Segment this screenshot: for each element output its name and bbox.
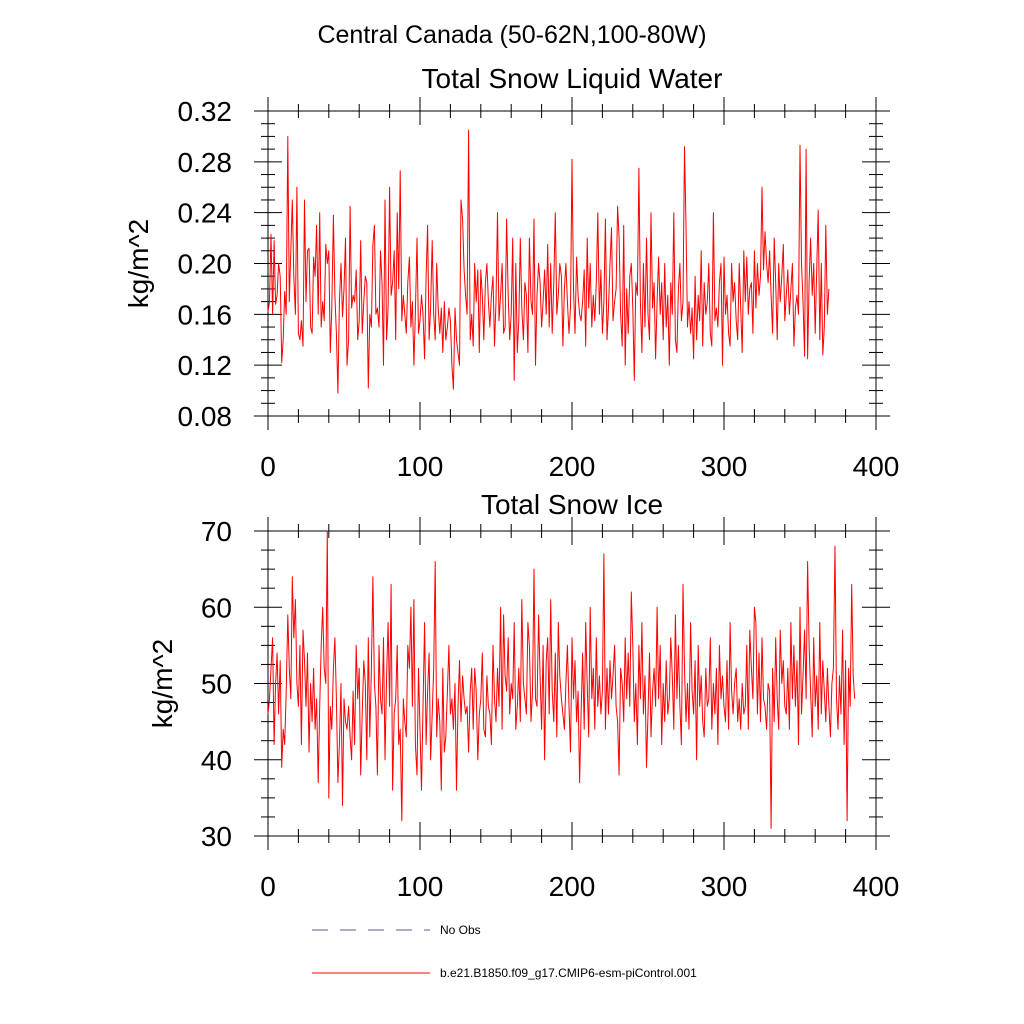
chart-title: Total Snow Liquid Water xyxy=(422,63,723,94)
x-tick-label: 100 xyxy=(397,451,444,482)
y-tick-label: 30 xyxy=(201,821,232,852)
x-tick-label: 100 xyxy=(397,871,444,902)
y-tick-label: 0.08 xyxy=(178,401,233,432)
legend-obs-label: No Obs xyxy=(440,923,481,937)
y-tick-label: 0.32 xyxy=(178,96,233,127)
x-tick-label: 400 xyxy=(853,871,900,902)
x-tick-label: 300 xyxy=(701,451,748,482)
x-tick-label: 0 xyxy=(260,871,276,902)
x-tick-label: 400 xyxy=(853,451,900,482)
y-tick-label: 0.24 xyxy=(178,198,233,229)
y-tick-label: 70 xyxy=(201,516,232,547)
series-line-model xyxy=(267,530,856,829)
series-line-model xyxy=(267,129,830,394)
x-tick-label: 300 xyxy=(701,871,748,902)
panel-snow-ice: Total Snow Ice 30 40 50 60 70 0 100 200 300 400 kg/… xyxy=(147,489,899,902)
legend: No Obs b.e21.B1850.f09_g17.CMIP6-esm-piC… xyxy=(312,923,697,980)
legend-model-label: b.e21.B1850.f09_g17.CMIP6-esm-piControl.… xyxy=(440,966,697,980)
y-axis-label: kg/m^2 xyxy=(123,219,154,308)
x-tick-label: 200 xyxy=(549,451,596,482)
x-tick-label: 0 xyxy=(260,451,276,482)
y-tick-label: 0.16 xyxy=(178,299,233,330)
y-tick-label: 0.12 xyxy=(178,350,233,381)
chart-title: Total Snow Ice xyxy=(481,489,663,520)
y-tick-label: 40 xyxy=(201,745,232,776)
y-tick-label: 0.28 xyxy=(178,147,233,178)
plot-frame xyxy=(267,110,877,417)
y-tick-label: 50 xyxy=(201,669,232,700)
y-axis-label: kg/m^2 xyxy=(147,639,178,728)
panel-snow-liquid-water: Total Snow Liquid Water 0.08 0.12 0.16 0.20 0… xyxy=(123,63,899,482)
y-tick-label: 0.20 xyxy=(178,249,233,280)
y-tick-label: 60 xyxy=(201,592,232,623)
x-tick-label: 200 xyxy=(549,871,596,902)
page-title: Central Canada (50-62N,100-80W) xyxy=(317,21,706,49)
